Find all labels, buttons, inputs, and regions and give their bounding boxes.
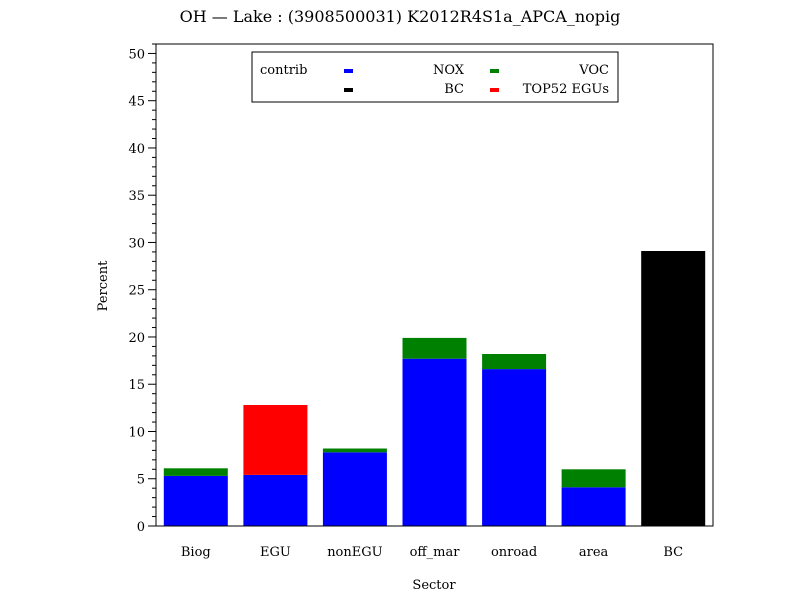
x-tick-label: area	[579, 545, 609, 560]
bar-off_mar-VOC	[402, 337, 467, 359]
y-tick-label: 5	[137, 473, 145, 488]
legend-swatch-TOP52-EGUs	[490, 88, 499, 92]
legend-label: BC	[444, 82, 464, 97]
y-tick-label: 45	[128, 95, 145, 110]
y-tick-label: 35	[128, 189, 145, 204]
x-tick-label: BC	[663, 545, 683, 560]
bar-area-VOC	[561, 469, 626, 488]
bar-nonEGU-VOC	[322, 448, 387, 453]
x-axis-label: Sector	[412, 578, 456, 593]
y-tick-label: 15	[128, 378, 145, 393]
chart-title: OH — Lake : (3908500031) K2012R4S1a_APCA…	[180, 7, 621, 26]
y-tick-label: 0	[137, 520, 145, 535]
x-tick-label: off_mar	[410, 545, 461, 560]
bars-group	[163, 251, 706, 526]
legend-frame	[251, 51, 619, 103]
x-axis: Biog EGU nonEGU off_mar onroad area BC	[181, 545, 683, 560]
y-tick-label: 20	[128, 331, 145, 346]
bar-onroad-VOC	[482, 354, 547, 370]
y-axis-label: Percent	[96, 260, 111, 311]
legend: contrib NOX VOC BC TOP52 EGUs	[251, 51, 619, 103]
bar-EGU-TOP52-EGUs	[243, 405, 308, 475]
x-tick-label: nonEGU	[327, 545, 382, 560]
bar-off_mar-NOX	[402, 358, 467, 526]
bar-Biog-VOC	[163, 468, 228, 476]
legend-swatch-NOX	[344, 69, 353, 73]
x-tick-label: Biog	[181, 545, 211, 560]
bar-nonEGU-NOX	[322, 452, 387, 526]
legend-swatch-VOC	[490, 69, 499, 73]
x-tick-label: onroad	[491, 545, 537, 560]
bar-onroad-NOX	[482, 369, 547, 526]
y-tick-label: 30	[128, 236, 145, 251]
y-tick-label: 25	[128, 284, 145, 299]
y-axis: 0 5 10 15 20 25 30 35 40 45 50	[128, 43, 156, 535]
bar-BC-BC	[641, 251, 706, 526]
legend-swatch-BC	[344, 88, 353, 92]
x-tick-label: EGU	[260, 545, 291, 560]
bar-EGU-NOX	[243, 475, 308, 526]
y-tick-label: 40	[128, 142, 145, 157]
y-tick-label: 50	[128, 47, 145, 62]
legend-title: contrib	[260, 63, 307, 78]
legend-label: TOP52 EGUs	[523, 82, 609, 97]
y-tick-label: 10	[128, 425, 145, 440]
legend-label: NOX	[433, 63, 465, 78]
bar-Biog-NOX	[163, 475, 228, 526]
legend-label: VOC	[578, 63, 609, 78]
plot-area-frame	[155, 43, 714, 527]
bar-area-NOX	[561, 487, 626, 526]
